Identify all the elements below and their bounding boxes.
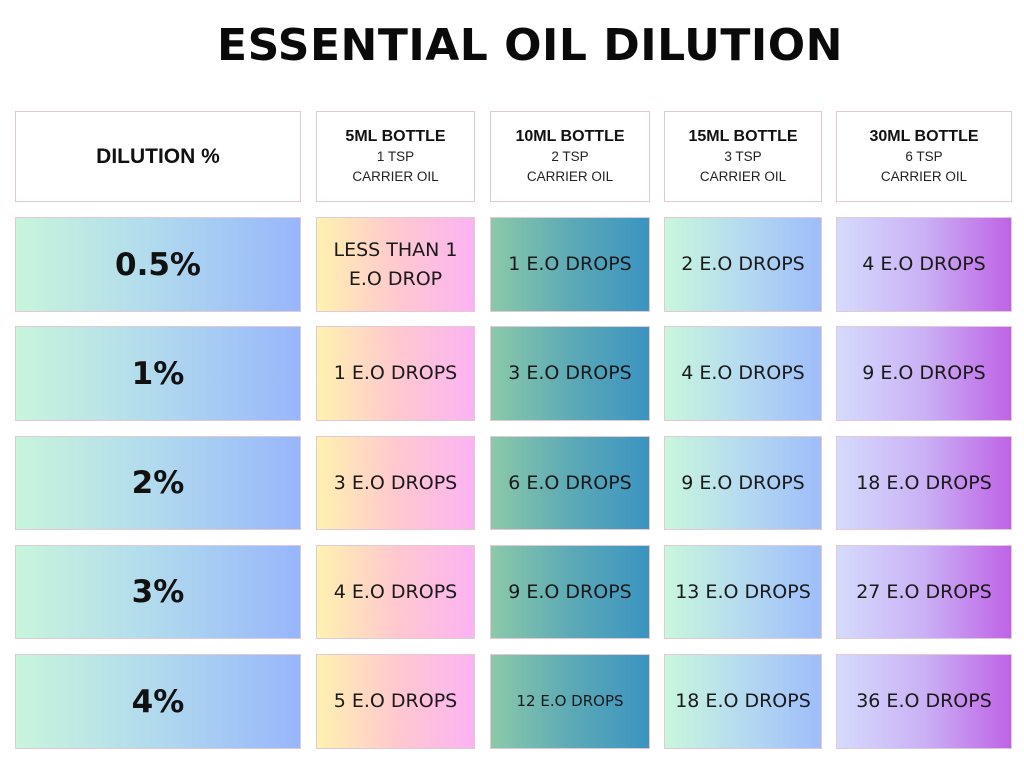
header-dilution: DILUTION % [15, 111, 301, 202]
drops-cell-5ml: 5 E.O DROPS [316, 654, 475, 749]
header-tsp-label: 1 TSP [376, 148, 415, 164]
header-tsp-label: 2 TSP [551, 148, 589, 164]
drops-cell-15ml: 13 E.O DROPS [664, 545, 822, 639]
dilution-cell: 3% [15, 545, 301, 639]
drops-cell-10ml: 9 E.O DROPS [490, 545, 650, 639]
drops-cell-5ml: 3 E.O DROPS [316, 436, 475, 530]
dilution-cell: 1% [15, 326, 301, 421]
header-bottle-label: 15ML BOTTLE [688, 127, 798, 145]
header-bottle-label: 10ML BOTTLE [515, 127, 625, 145]
drops-cell-30ml: 36 E.O DROPS [836, 654, 1012, 749]
header-bottle-label: 30ML BOTTLE [869, 127, 979, 145]
header-30ml: 30ML BOTTLE 6 TSP CARRIER OIL [836, 111, 1012, 202]
drops-cell-30ml: 27 E.O DROPS [836, 545, 1012, 639]
dilution-cell: 0.5% [15, 217, 301, 312]
dilution-cell: 2% [15, 436, 301, 530]
header-tsp-label: 6 TSP [905, 148, 943, 164]
header-carrier-label: CARRIER OIL [352, 168, 439, 184]
header-10ml: 10ML BOTTLE 2 TSP CARRIER OIL [490, 111, 650, 202]
header-carrier-label: CARRIER OIL [699, 168, 787, 184]
header-tsp-label: 3 TSP [724, 148, 762, 164]
drops-cell-5ml: LESS THAN 1 E.O DROP [316, 217, 475, 312]
header-15ml: 15ML BOTTLE 3 TSP CARRIER OIL [664, 111, 822, 202]
drops-cell-5ml: 1 E.O DROPS [316, 326, 475, 421]
drops-cell-15ml: 2 E.O DROPS [664, 217, 822, 312]
drops-cell-30ml: 4 E.O DROPS [836, 217, 1012, 312]
header-5ml: 5ML BOTTLE 1 TSP CARRIER OIL [316, 111, 475, 202]
drops-cell-10ml: 6 E.O DROPS [490, 436, 650, 530]
drops-cell-10ml: 1 E.O DROPS [490, 217, 650, 312]
drops-cell-5ml: 4 E.O DROPS [316, 545, 475, 639]
drops-cell-15ml: 18 E.O DROPS [664, 654, 822, 749]
drops-cell-10ml: 3 E.O DROPS [490, 326, 650, 421]
drops-cell-10ml: 12 E.O DROPS [490, 654, 650, 749]
header-bottle-label: 5ML BOTTLE [345, 127, 446, 145]
drops-cell-15ml: 9 E.O DROPS [664, 436, 822, 530]
drops-cell-30ml: 9 E.O DROPS [836, 326, 1012, 421]
dilution-cell: 4% [15, 654, 301, 749]
page-title: ESSENTIAL OIL DILUTION [217, 20, 843, 71]
header-dilution-label: DILUTION % [96, 144, 220, 168]
header-carrier-label: CARRIER OIL [526, 168, 614, 184]
drops-cell-15ml: 4 E.O DROPS [664, 326, 822, 421]
header-carrier-label: CARRIER OIL [880, 168, 968, 184]
drops-cell-30ml: 18 E.O DROPS [836, 436, 1012, 530]
